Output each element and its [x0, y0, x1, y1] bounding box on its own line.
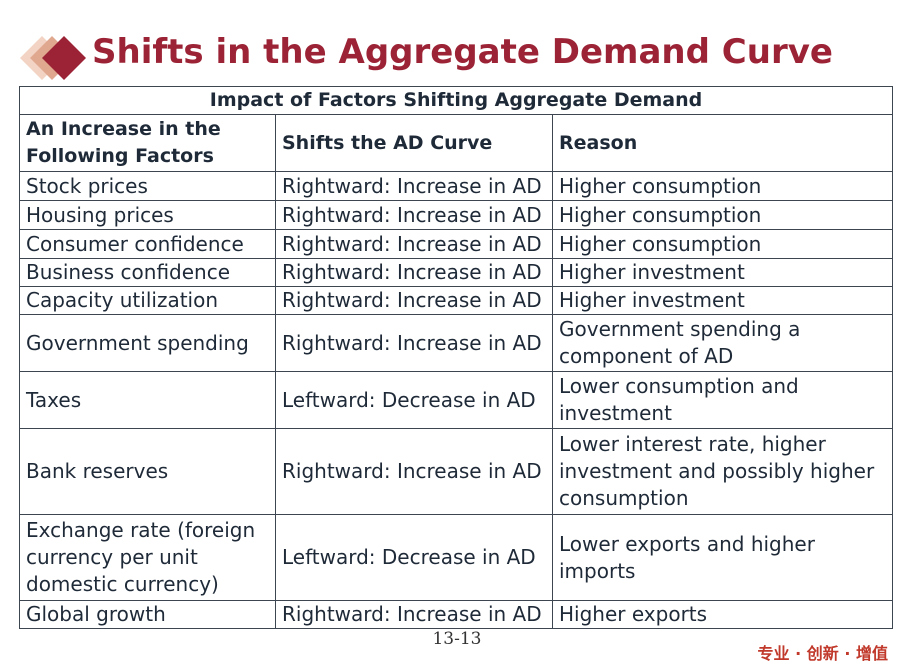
factor-cell: Capacity utilization — [19, 286, 276, 315]
shift-cell: Rightward: Increase in AD — [275, 229, 553, 259]
table-row: Exchange rate (foreign currency per unit… — [19, 514, 894, 601]
reason-cell: Government spending a component of AD — [551, 314, 894, 372]
table-row: Business confidence Rightward: Increase … — [19, 258, 894, 287]
table-row: Global growth Rightward: Increase in AD … — [19, 600, 894, 629]
header-shift: Shifts the AD Curve — [275, 114, 553, 172]
reason-cell: Higher exports — [551, 600, 894, 629]
diamond-bullet-icon — [20, 36, 86, 80]
table-header-row: An Increase in the Following Factors Shi… — [19, 114, 894, 172]
factor-cell: Housing prices — [19, 200, 276, 230]
table-caption: Impact of Factors Shifting Aggregate Dem… — [18, 86, 894, 115]
factor-cell: Stock prices — [19, 171, 276, 201]
shift-cell: Leftward: Decrease in AD — [275, 371, 553, 429]
header-reason: Reason — [551, 114, 894, 172]
header-factor: An Increase in the Following Factors — [19, 114, 276, 172]
shift-cell: Rightward: Increase in AD — [275, 258, 553, 287]
factor-cell: Taxes — [19, 371, 276, 429]
table-row: Housing prices Rightward: Increase in AD… — [19, 200, 894, 230]
table-row: Government spending Rightward: Increase … — [19, 314, 894, 372]
shift-cell: Rightward: Increase in AD — [275, 286, 553, 315]
shift-cell: Rightward: Increase in AD — [275, 200, 553, 230]
shift-cell: Rightward: Increase in AD — [275, 600, 553, 629]
factor-cell: Government spending — [19, 314, 276, 372]
reason-cell: Higher consumption — [551, 171, 894, 201]
factor-cell: Business confidence — [19, 258, 276, 287]
table-caption-row: Impact of Factors Shifting Aggregate Dem… — [18, 86, 894, 115]
table-row: Stock prices Rightward: Increase in AD H… — [19, 171, 894, 201]
footer-slogan: 专业 · 创新 · 增值 — [757, 644, 888, 663]
factor-cell: Global growth — [19, 600, 276, 629]
slide-title: Shifts in the Aggregate Demand Curve — [92, 32, 833, 72]
table-row: Consumer confidence Rightward: Increase … — [19, 229, 894, 259]
ad-factors-table: Impact of Factors Shifting Aggregate Dem… — [18, 86, 894, 629]
reason-cell: Higher consumption — [551, 229, 894, 259]
reason-cell: Higher investment — [551, 286, 894, 315]
reason-cell: Lower exports and higher imports — [551, 514, 894, 601]
table-row: Capacity utilization Rightward: Increase… — [19, 286, 894, 315]
page-number: 13-13 — [432, 629, 482, 649]
factor-cell: Consumer confidence — [19, 229, 276, 259]
reason-cell: Higher investment — [551, 258, 894, 287]
table-row: Bank reserves Rightward: Increase in AD … — [19, 428, 894, 515]
shift-cell: Rightward: Increase in AD — [275, 314, 553, 372]
slide-header: Shifts in the Aggregate Demand Curve — [20, 30, 900, 82]
reason-cell: Higher consumption — [551, 200, 894, 230]
reason-cell: Lower interest rate, higher investment a… — [551, 428, 894, 515]
shift-cell: Rightward: Increase in AD — [275, 428, 553, 515]
table-row: Taxes Leftward: Decrease in AD Lower con… — [19, 371, 894, 429]
shift-cell: Leftward: Decrease in AD — [275, 514, 553, 601]
factor-cell: Exchange rate (foreign currency per unit… — [19, 514, 276, 601]
shift-cell: Rightward: Increase in AD — [275, 171, 553, 201]
factor-cell: Bank reserves — [19, 428, 276, 515]
reason-cell: Lower consumption and investment — [551, 371, 894, 429]
